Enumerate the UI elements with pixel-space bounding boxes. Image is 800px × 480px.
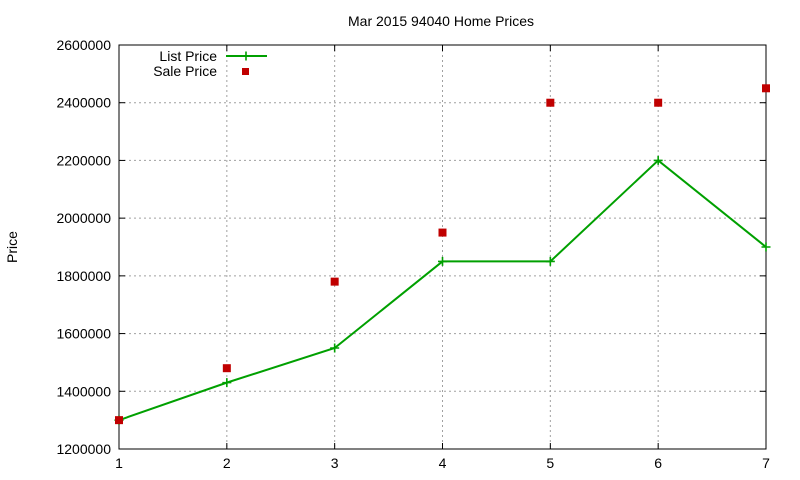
sale-price-point <box>654 98 663 107</box>
x-tick-label: 5 <box>546 455 554 471</box>
y-axis-label: Price <box>4 231 20 263</box>
sale-price-point <box>115 416 123 425</box>
data-series <box>114 84 771 425</box>
y-tick-label: 1400000 <box>56 383 111 399</box>
x-tick-label: 3 <box>331 455 339 471</box>
chart-title: Mar 2015 94040 Home Prices <box>348 13 534 29</box>
list-price-point <box>222 378 232 388</box>
x-tick-label: 7 <box>762 455 770 471</box>
x-tick-label: 6 <box>654 455 662 471</box>
list-price-point <box>653 155 663 165</box>
sale-price-point <box>222 364 231 373</box>
legend-label-list-price: List Price <box>159 48 217 64</box>
x-tick-label: 2 <box>223 455 231 471</box>
list-price-point <box>330 343 340 353</box>
x-tick-label: 1 <box>115 455 123 471</box>
x-tick-label: 4 <box>439 455 447 471</box>
y-tick-label: 2200000 <box>56 152 111 168</box>
grid-lines <box>119 45 766 449</box>
y-tick-label: 2600000 <box>56 37 111 53</box>
axis-ticks: 1200000 1400000 1600000 1800000 2000000 22000… <box>56 37 770 471</box>
legend: List Price Sale Price <box>153 48 267 79</box>
sale-price-point <box>546 98 555 107</box>
list-price-point <box>438 256 447 266</box>
y-tick-label: 1800000 <box>56 268 111 284</box>
y-tick-label: 2400000 <box>56 95 111 111</box>
sale-price-point <box>330 277 339 286</box>
list-price-point <box>545 256 555 266</box>
list-price-point <box>761 242 771 252</box>
legend-list-price-marker <box>241 51 251 61</box>
sale-price-point <box>762 84 770 93</box>
y-tick-label: 1200000 <box>56 441 111 457</box>
sale-price-point <box>438 228 447 237</box>
legend-label-sale-price: Sale Price <box>153 63 217 79</box>
y-tick-label: 2000000 <box>56 210 111 226</box>
y-tick-label: 1600000 <box>56 326 111 342</box>
legend-sale-price-marker <box>242 68 249 75</box>
